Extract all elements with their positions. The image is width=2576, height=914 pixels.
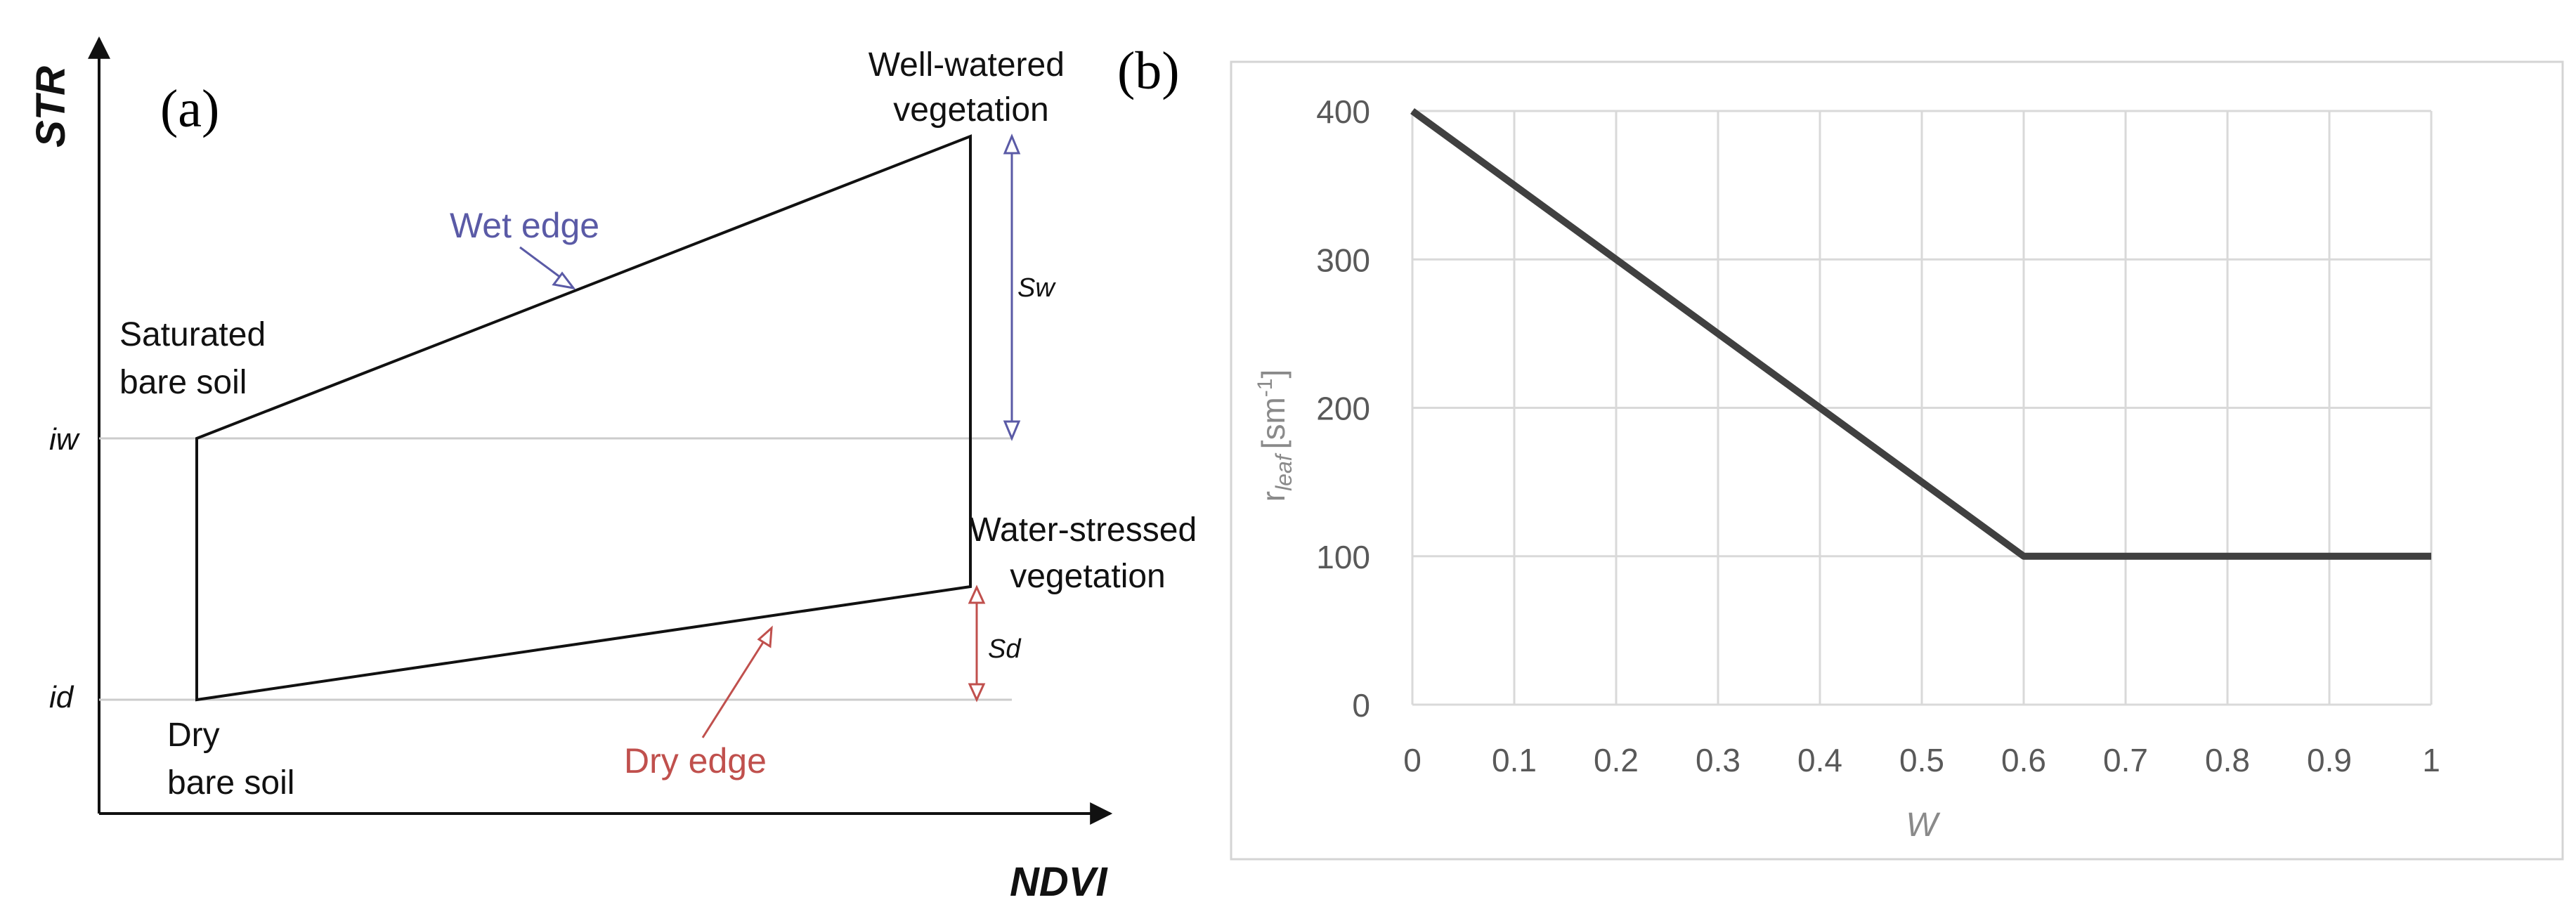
x-tick-label: 0	[1403, 742, 1422, 778]
trapezoid	[195, 134, 972, 702]
sd-label: Sd	[988, 634, 1022, 664]
line-chart: 0 0.1 0.2 0.3 0.4 0.5 0.6 0.7 0.8 0.9 1 0 100 200 300 4…	[1316, 93, 2440, 778]
sd-arrow-top	[968, 585, 986, 604]
iw-label: iw	[49, 422, 81, 457]
water-stressed-label: Water-stressed vegetation	[970, 511, 1206, 595]
y-tick-label: 100	[1316, 539, 1370, 575]
x-tick-label: 0.3	[1696, 742, 1741, 778]
panel-a-label: (a)	[160, 79, 219, 138]
y-tick-label: 0	[1352, 687, 1370, 724]
sw-arrow-top	[1003, 133, 1021, 155]
dry-edge-arrow-shaft	[701, 637, 767, 738]
x-axis-label: NDVI	[1010, 859, 1108, 905]
well-watered-label: Well-watered vegetation	[869, 46, 1074, 129]
y-tick-label: 300	[1316, 242, 1370, 278]
y-axis-title: rleaf[sm-1]	[1254, 370, 1296, 502]
x-tick-label: 0.1	[1492, 742, 1537, 778]
saturated-soil-label: Saturated bare soil	[119, 316, 275, 401]
dry-soil-label: Dry bare soil	[167, 717, 294, 802]
x-tick-label: 0.6	[2001, 742, 2046, 778]
x-tick-label: 0.9	[2307, 742, 2352, 778]
x-tick-label: 1	[2422, 742, 2440, 778]
x-axis-title: W	[1906, 807, 1941, 844]
wet-edge-arrow-head	[552, 271, 576, 290]
series-line-r_leaf	[1410, 107, 2431, 560]
dry-edge-arrow-head	[757, 625, 773, 648]
x-tick-label: 0.7	[2103, 742, 2148, 778]
x-tick-label: 0.4	[1797, 742, 1842, 778]
wet-edge-arrow-shaft	[519, 246, 567, 283]
sw-arrow-bottom	[1003, 420, 1021, 441]
y-tick-label: 200	[1316, 391, 1370, 427]
panel-b: (b) 0 0.1 0.2 0.3 0.4 0.5 0.6 0.7 0.8 0.9 1 0 100 200…	[1117, 41, 2564, 861]
x-tick-label: 0.8	[2205, 742, 2250, 778]
panel-a: (a) STR NDVI iw id Saturated bare soil D…	[28, 36, 1206, 905]
sd-arrow-bottom	[968, 683, 986, 703]
x-tick-label: 0.5	[1899, 742, 1944, 778]
sw-label: Sw	[1017, 273, 1056, 303]
dry-edge-label: Dry edge	[624, 741, 767, 781]
y-axis-label: STR	[28, 66, 74, 148]
panel-b-label: (b)	[1117, 41, 1180, 100]
wet-edge-label: Wet edge	[450, 206, 599, 245]
y-tick-label: 400	[1316, 93, 1370, 130]
x-tick-label: 0.2	[1594, 742, 1639, 778]
id-label: id	[49, 680, 74, 714]
